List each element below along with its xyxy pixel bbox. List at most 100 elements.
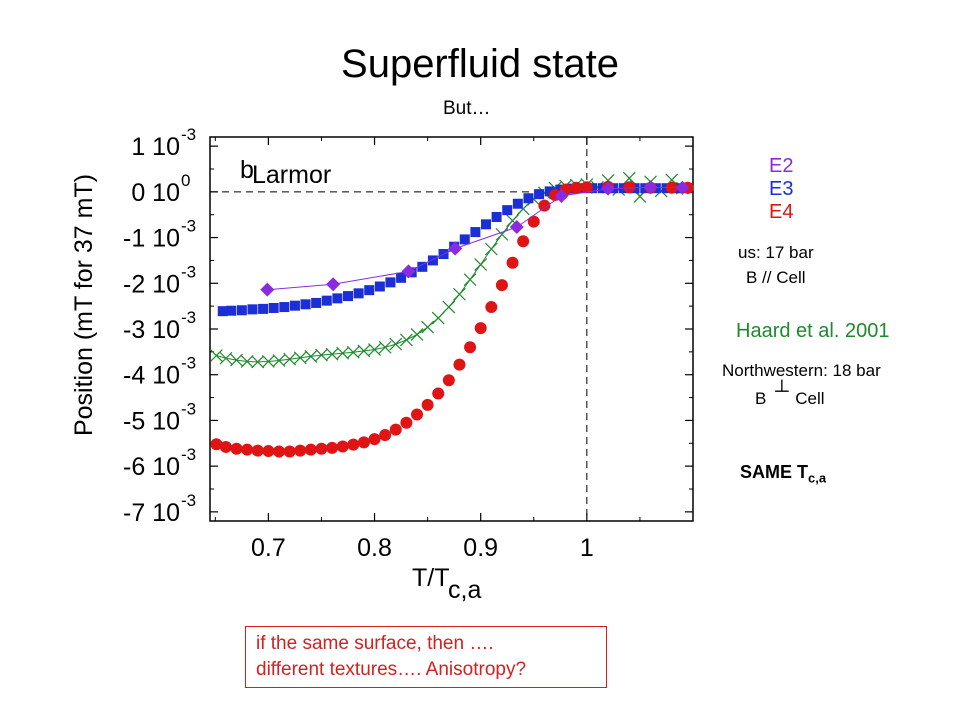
y-tick-label: -1 10 [123,225,180,253]
x-tick-label: 0.8 [357,534,392,562]
data-point-e4 [517,235,530,248]
data-point-x [442,300,456,314]
data-point-x [463,273,477,287]
x-tick-label: 0.7 [251,534,286,562]
data-point-x [336,346,350,360]
legend-e2: E2 [769,155,794,177]
data-point-e4 [442,374,455,387]
data-point-x [209,349,223,362]
data-point-x [346,345,360,359]
data-point-e4 [241,443,254,456]
data-point-e3 [258,303,269,314]
data-point-e3 [364,285,375,296]
data-point-x [378,340,392,354]
data-point-e2 [509,220,524,235]
data-point-x [431,311,445,325]
larmor-annotation: b [240,156,254,184]
y-tick-exponent: -3 [181,399,196,418]
data-point-e4 [210,438,223,451]
y-tick-exponent: -3 [181,217,196,236]
data-point-e3 [385,277,396,288]
data-point-e4 [379,429,392,442]
data-point-e4 [294,444,307,457]
data-point-x [283,352,297,366]
data-point-e3 [481,219,491,230]
data-point-e4 [219,440,232,453]
y-tick-exponent: -3 [181,445,196,464]
data-point-e4 [527,215,540,228]
same-tc-text: SAME T [740,462,809,482]
data-point-x [410,328,424,341]
data-point-e3 [491,212,502,222]
data-point-e2 [326,277,341,292]
data-point-e3 [523,193,534,204]
y-tick-label: -5 10 [123,407,180,435]
data-point-e4 [538,199,551,212]
y-tick-exponent: -3 [181,125,196,144]
data-point-e3 [374,281,385,292]
data-point-e4 [347,438,360,451]
data-point-e4 [495,279,508,292]
data-point-x [474,258,488,271]
y-axis-label: Position (mT for 37 mT) [70,174,98,436]
data-point-e3 [279,302,290,313]
data-point-e3 [311,297,322,308]
data-point-e2 [260,282,275,297]
data-point-e4 [336,440,349,453]
data-point-e3 [459,234,470,245]
data-point-e3 [217,306,228,317]
data-point-e4 [580,181,593,194]
us-field-note: B // Cell [746,268,806,287]
data-point-x [240,355,254,368]
x-tick-label: 0.9 [463,534,498,562]
data-point-e4 [357,436,370,449]
data-point-e3 [236,305,247,316]
data-point-e4 [230,442,243,455]
y-tick-label: -6 10 [123,453,180,481]
x-tick-label: 1 [580,534,594,562]
x-axis-label: T/T [412,564,450,592]
callout-line-1: if the same surface, then …. [256,633,494,654]
perpendicular-symbol: ┴ [775,381,789,402]
field-cell-label: Cell [795,389,825,408]
data-point-e3 [417,261,428,272]
data-point-x [325,347,339,361]
data-point-x [272,354,286,367]
data-point-e3 [427,255,438,266]
data-point-e3 [502,205,513,216]
callout-box: if the same surface, then …. different t… [245,626,607,688]
series-line-x [216,177,683,363]
y-tick-exponent: -3 [181,262,196,281]
data-point-x [389,337,403,351]
data-point-e3 [268,302,279,313]
subtitle: But… [443,98,491,119]
data-point-x [219,351,233,365]
y-tick-label: -4 10 [123,362,180,390]
data-point-x [453,287,466,301]
data-point-e4 [304,443,317,456]
data-point-e4 [506,256,519,269]
legend-e3: E3 [769,178,794,200]
data-point-e4 [262,445,275,458]
data-point-e4 [283,445,296,458]
data-point-e3 [289,300,300,311]
data-point-e3 [396,272,407,283]
data-point-e3 [534,189,545,200]
data-point-e2 [554,188,569,203]
data-point-e3 [226,305,237,316]
data-point-e3 [544,186,555,197]
data-point-x [230,353,243,367]
data-point-e4 [326,441,339,454]
data-point-e2 [601,181,616,196]
x-axis-label-sub: c,a [448,576,481,604]
data-point-x [261,355,275,368]
data-point-e3 [247,304,258,315]
y-tick-label: -2 10 [123,270,180,298]
data-point-x [304,350,318,363]
data-point-x [622,171,636,185]
y-tick-label: -3 10 [123,316,180,344]
field-b-label: B [755,389,767,408]
y-tick-exponent: 0 [181,171,190,190]
data-point-e3 [343,291,353,302]
y-tick-label: -7 10 [123,499,180,527]
